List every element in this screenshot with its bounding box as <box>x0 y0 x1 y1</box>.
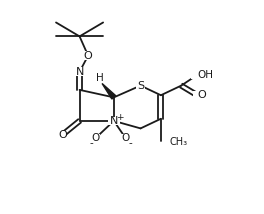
Bar <box>136 82 145 90</box>
Bar <box>91 134 100 142</box>
Text: OH: OH <box>197 70 213 80</box>
Text: N: N <box>76 67 84 77</box>
Text: -: - <box>89 138 93 148</box>
Text: H: H <box>96 73 104 83</box>
Text: N: N <box>110 116 118 126</box>
Text: -: - <box>128 138 132 148</box>
Bar <box>108 117 120 125</box>
Text: CH₃: CH₃ <box>169 137 188 147</box>
Text: O: O <box>58 130 67 140</box>
Text: O: O <box>92 133 100 143</box>
Bar <box>84 51 92 60</box>
Text: +: + <box>116 113 123 122</box>
Bar <box>121 134 130 142</box>
Bar <box>75 67 84 76</box>
Text: S: S <box>137 81 144 91</box>
Text: O: O <box>84 51 92 61</box>
Bar <box>191 71 203 79</box>
Bar <box>59 131 66 139</box>
Text: O: O <box>197 90 206 100</box>
Text: O: O <box>121 133 130 143</box>
Bar <box>194 91 201 99</box>
Polygon shape <box>102 83 116 99</box>
